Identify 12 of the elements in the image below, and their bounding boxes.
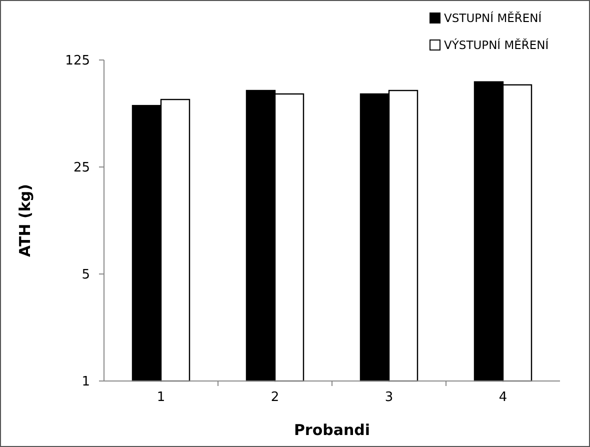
x-tick-label: 4: [498, 390, 508, 405]
x-tick-label: 1: [156, 390, 166, 405]
x-axis-title: Probandi: [294, 421, 370, 439]
y-axis-title: ATH (kg): [16, 184, 34, 257]
x-tick-label: 2: [270, 390, 280, 405]
x-tick-label: 3: [384, 390, 394, 405]
y-tick-label: 125: [65, 54, 90, 69]
legend-label: VSTUPNÍ MĚŘENÍ: [444, 11, 542, 26]
y-tick-label: 1: [82, 374, 90, 390]
y-tick-label: 25: [73, 160, 90, 176]
y-tick-label: 5: [82, 268, 90, 283]
legend-label: VÝSTUPNÍ MĚŘENÍ: [444, 38, 550, 52]
